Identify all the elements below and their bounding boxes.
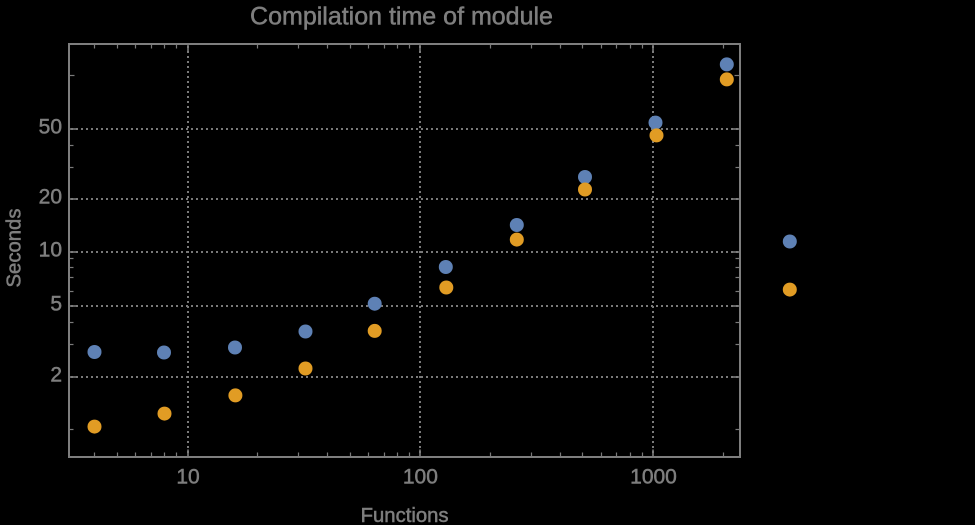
svg-text:10: 10 [176, 466, 199, 489]
svg-text:20: 20 [39, 186, 62, 209]
svg-text:50: 50 [39, 116, 62, 139]
svg-text:Functions: Functions [361, 505, 449, 525]
svg-text:Compilation time of module: Compilation time of module [250, 3, 553, 31]
svg-text:10: 10 [39, 239, 62, 262]
svg-text:Seconds: Seconds [4, 209, 26, 288]
svg-text:1000: 1000 [630, 466, 677, 489]
svg-text:2: 2 [50, 364, 62, 387]
svg-text:5: 5 [50, 293, 62, 316]
svg-text:100: 100 [403, 466, 438, 489]
